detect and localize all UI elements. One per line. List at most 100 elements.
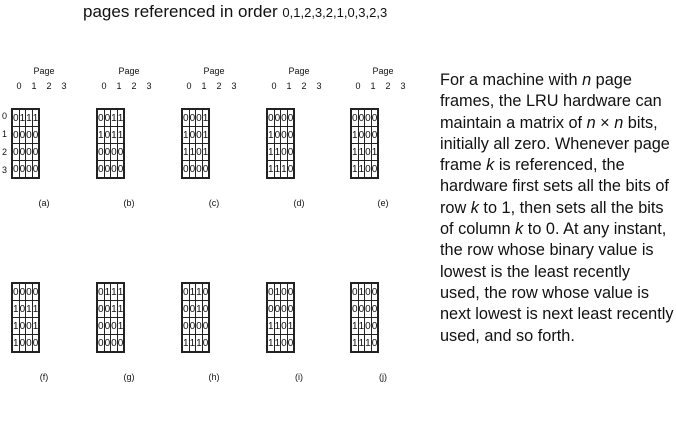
matrix-cell: 0	[31, 282, 41, 301]
column-number: 2	[301, 81, 307, 91]
matrix-cell: 0	[110, 143, 118, 161]
matrix-cell: 1	[349, 334, 359, 353]
matrix-cell: 1	[31, 108, 41, 127]
matrix-cell: 1	[265, 160, 275, 179]
matrix-cell: 0	[31, 143, 41, 161]
matrix-cell: 1	[349, 160, 359, 179]
column-number: 3	[400, 81, 406, 91]
matrix-cell: 0	[201, 334, 211, 353]
column-number: 1	[286, 81, 292, 91]
matrix-label: (i)	[295, 372, 303, 382]
column-number: 2	[216, 81, 222, 91]
row-number: 2	[2, 147, 8, 157]
matrix-cell: 0	[370, 126, 380, 144]
matrix-cell: 1	[116, 300, 126, 318]
matrix-cell: 0	[370, 300, 380, 318]
matrix-cell: 0	[95, 300, 105, 318]
matrix-cell: 0	[31, 334, 41, 353]
matrix-cell: 0	[180, 160, 190, 179]
matrix-cell: 0	[95, 282, 105, 301]
matrix-cell: 1	[195, 334, 203, 353]
column-number: 2	[46, 81, 52, 91]
matrix-cell: 0	[116, 334, 126, 353]
matrix-cell: 0	[280, 317, 288, 335]
matrix-cell: 0	[286, 108, 296, 127]
matrix-cell: 0	[95, 334, 105, 353]
matrix-cell: 1	[265, 317, 275, 335]
matrix-cell: 0	[95, 143, 105, 161]
page-header: Page	[203, 66, 225, 76]
reference-order: 0,1,2,3,2,1,0,3,2,3	[282, 5, 388, 20]
matrix-cell: 0	[25, 160, 33, 179]
matrix-cell: 0	[10, 160, 20, 179]
column-number: 3	[146, 81, 152, 91]
column-number: 2	[385, 81, 391, 91]
matrix-cell: 1	[286, 317, 296, 335]
matrix-cell: 0	[201, 300, 211, 318]
matrix-cell: 0	[110, 334, 118, 353]
column-number: 0	[101, 81, 107, 91]
matrix-cell: 0	[265, 300, 275, 318]
column-number: 1	[370, 81, 376, 91]
page-header: Page	[33, 66, 55, 76]
matrix-cell: 1	[349, 143, 359, 161]
matrix-cell: 1	[349, 317, 359, 335]
matrix-cell: 1	[349, 126, 359, 144]
matrix-cell: 0	[286, 300, 296, 318]
column-number: 1	[31, 81, 37, 91]
column-number: 2	[131, 81, 137, 91]
matrix-cell: 0	[201, 282, 211, 301]
matrix-cell: 1	[370, 143, 380, 161]
matrix-cell: 0	[364, 317, 372, 335]
matrix-label: (c)	[208, 198, 220, 208]
matrix-label: (f)	[39, 372, 49, 382]
matrix-cell: 0	[286, 334, 296, 353]
matrix-label: (h)	[208, 372, 220, 382]
matrix-cell: 1	[265, 334, 275, 353]
matrix-cell: 0	[95, 317, 105, 335]
matrix-cell: 0	[286, 160, 296, 179]
matrix-cell: 0	[180, 300, 190, 318]
matrix-cell: 1	[95, 126, 105, 144]
matrix-label: (d)	[293, 198, 305, 208]
figure-title: pages referenced in order 0,1,2,3,2,1,0,…	[83, 2, 387, 22]
matrix-label: (g)	[123, 372, 135, 382]
column-number: 1	[201, 81, 207, 91]
matrix-cell: 0	[180, 317, 190, 335]
matrix-label: (b)	[123, 198, 135, 208]
matrix-cell: 1	[265, 143, 275, 161]
matrix-cell: 0	[265, 282, 275, 301]
matrix-cell: 1	[265, 126, 275, 144]
matrix-cell: 1	[10, 300, 20, 318]
matrix-cell: 0	[195, 317, 203, 335]
matrix-cell: 1	[280, 160, 288, 179]
matrix-cell: 0	[31, 160, 41, 179]
